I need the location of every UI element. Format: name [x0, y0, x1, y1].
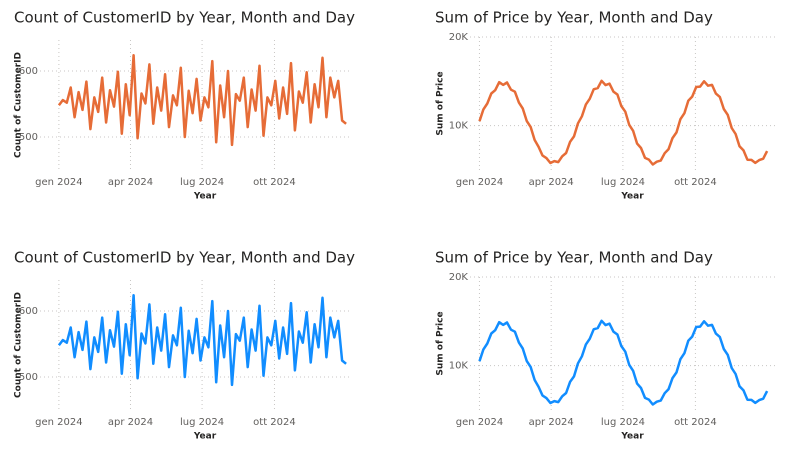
x-tick-label: ott 2024 — [253, 177, 296, 188]
y-tick-label: 10K — [449, 121, 469, 132]
x-tick-label: apr 2024 — [108, 417, 153, 428]
chart-title: Sum of Price by Year, Month and Day — [435, 249, 713, 267]
chart-panel: Count of CustomerID by Year, Month and D… — [14, 249, 356, 442]
data-line — [57, 293, 347, 387]
x-tick-label: lug 2024 — [601, 417, 645, 428]
chart-panel: Sum of Price by Year, Month and Day 10K 20… — [435, 249, 775, 442]
x-tick-label: gen 2024 — [35, 417, 82, 428]
x-tick-label: apr 2024 — [108, 177, 153, 188]
chart-title: Sum of Price by Year, Month and Day — [435, 9, 713, 27]
x-tick-label: ott 2024 — [674, 177, 717, 188]
y-tick-label: 500 — [19, 372, 38, 383]
x-tick-label: gen 2024 — [456, 177, 503, 188]
y-tick-label: 500 — [19, 132, 38, 143]
data-line — [478, 79, 769, 166]
y-axis-title: Sum of Price — [436, 311, 446, 375]
x-tick-label: lug 2024 — [180, 177, 224, 188]
x-tick-label: apr 2024 — [529, 417, 574, 428]
y-tick-label: 600 — [19, 306, 38, 317]
data-line — [478, 319, 769, 406]
x-tick-label: lug 2024 — [601, 177, 645, 188]
x-axis-title: Year — [193, 432, 217, 442]
x-tick-label: ott 2024 — [674, 417, 717, 428]
x-tick-label: lug 2024 — [180, 417, 224, 428]
y-axis-title: Sum of Price — [436, 71, 446, 135]
x-axis-title: Year — [620, 192, 644, 202]
y-tick-label: 600 — [19, 66, 38, 77]
y-tick-label: 20K — [449, 32, 469, 43]
chart-title: Count of CustomerID by Year, Month and D… — [14, 9, 355, 27]
x-tick-label: ott 2024 — [253, 417, 296, 428]
x-axis-title: Year — [193, 192, 217, 202]
x-tick-label: gen 2024 — [35, 177, 82, 188]
chart-panel: Count of CustomerID by Year, Month and D… — [14, 9, 356, 202]
y-tick-label: 20K — [449, 272, 469, 283]
chart-panel: Sum of Price by Year, Month and Day 10K 20… — [435, 9, 775, 202]
data-line — [57, 53, 347, 147]
chart-title: Count of CustomerID by Year, Month and D… — [14, 249, 355, 267]
x-axis-title: Year — [620, 432, 644, 442]
y-axis-title: Count of CustomerID — [14, 52, 24, 158]
y-axis-title: Count of CustomerID — [14, 292, 24, 398]
x-tick-label: gen 2024 — [456, 417, 503, 428]
x-tick-label: apr 2024 — [529, 177, 574, 188]
y-tick-label: 10K — [449, 361, 469, 372]
